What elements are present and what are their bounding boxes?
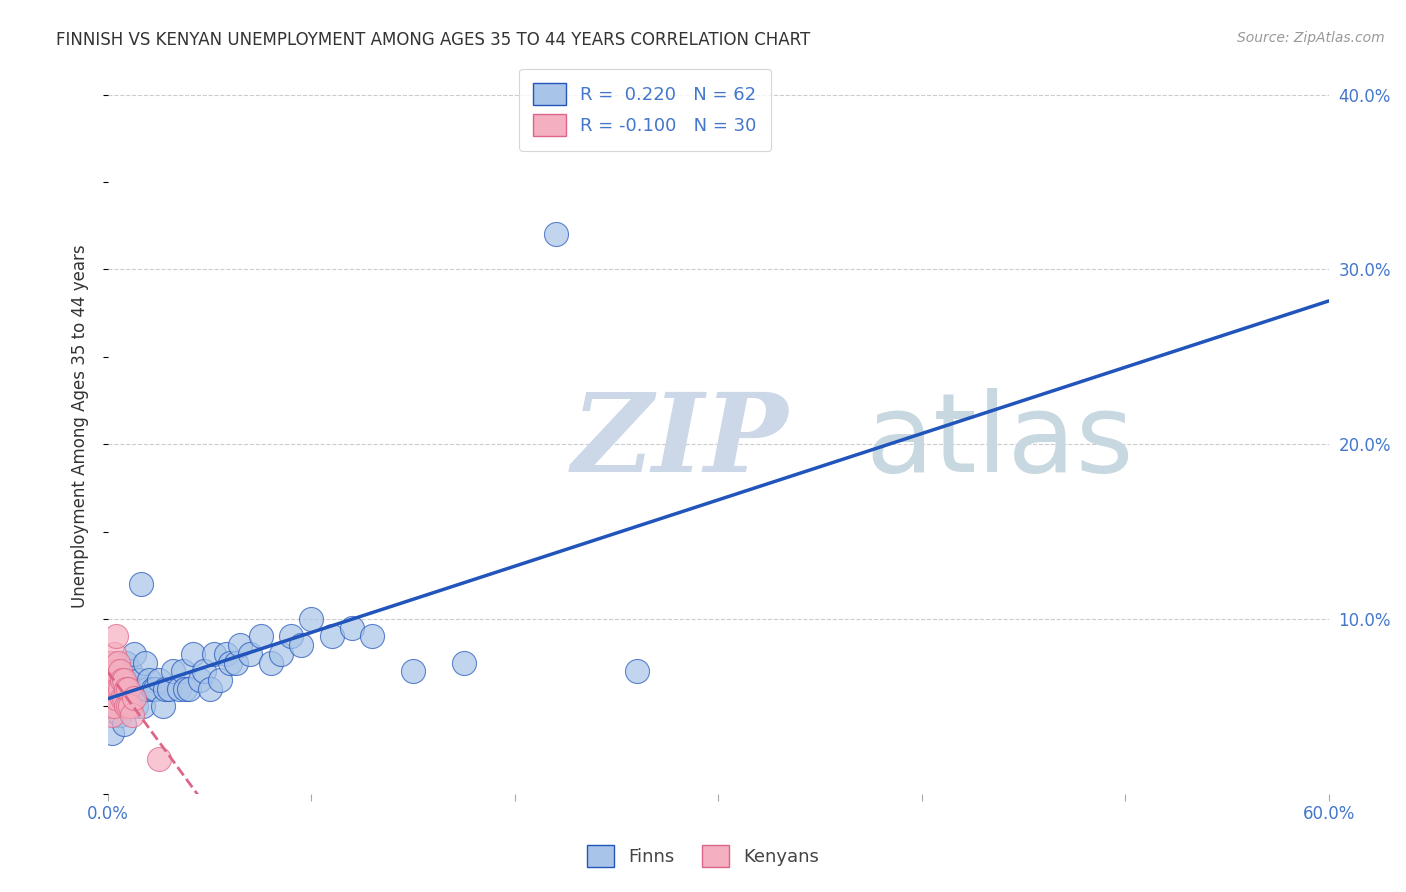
Point [108,665,131,679]
Point [97,665,120,679]
Y-axis label: Unemployment Among Ages 35 to 44 years: Unemployment Among Ages 35 to 44 years [72,244,89,608]
Point [108,708,131,723]
Point [260,656,283,670]
Text: FINNISH VS KENYAN UNEMPLOYMENT AMONG AGES 35 TO 44 YEARS CORRELATION CHART: FINNISH VS KENYAN UNEMPLOYMENT AMONG AGE… [56,31,810,49]
Point [108,681,131,696]
Point [107,665,129,679]
Point [321,629,343,643]
Point [121,708,143,723]
Point [153,681,176,696]
Point [120,699,142,714]
Point [239,647,262,661]
Point [131,699,153,714]
Point [208,673,231,687]
Point [179,681,201,696]
Point [98,699,121,714]
Point [111,673,134,687]
Point [108,681,131,696]
Point [402,665,425,679]
Point [101,681,124,696]
Point [105,690,128,705]
Text: atlas: atlas [865,388,1133,495]
Point [117,699,139,714]
Point [117,699,139,714]
Point [134,656,156,670]
Point [152,699,174,714]
Point [128,673,150,687]
Point [544,227,567,242]
Point [626,665,648,679]
Point [107,656,129,670]
Point [157,681,180,696]
Point [183,647,205,661]
Point [107,690,129,705]
Point [202,647,225,661]
Point [111,699,134,714]
Point [115,681,138,696]
Point [142,681,165,696]
Point [105,673,128,687]
Point [280,629,302,643]
Point [111,690,134,705]
Point [167,681,190,696]
Text: Source: ZipAtlas.com: Source: ZipAtlas.com [1237,31,1385,45]
Point [162,665,184,679]
Point [103,647,125,661]
Point [188,673,211,687]
Point [115,656,138,670]
Point [453,656,475,670]
Point [215,647,238,661]
Point [124,647,146,661]
Legend: R =  0.220   N = 62, R = -0.100   N = 30: R = 0.220 N = 62, R = -0.100 N = 30 [519,69,772,151]
Point [174,681,197,696]
Point [112,716,135,731]
Point [148,752,170,766]
Point [135,681,157,696]
Legend: Finns, Kenyans: Finns, Kenyans [579,838,827,874]
Point [121,681,143,696]
Point [120,665,142,679]
Point [101,708,124,723]
Point [270,647,292,661]
Point [112,690,135,705]
Point [148,673,170,687]
Point [117,673,139,687]
Point [101,656,124,670]
Point [107,681,129,696]
Point [101,725,124,739]
Point [172,665,194,679]
Point [225,656,247,670]
Point [340,621,363,635]
Point [219,656,242,670]
Point [115,699,138,714]
Text: ZIP: ZIP [572,387,789,495]
Point [193,665,215,679]
Point [105,629,128,643]
Point [105,665,128,679]
Point [129,577,152,591]
Point [138,673,160,687]
Point [229,638,252,652]
Point [115,681,138,696]
Point [111,673,134,687]
Point [249,629,271,643]
Point [143,681,166,696]
Point [103,673,125,687]
Point [125,699,148,714]
Point [124,690,146,705]
Point [98,681,121,696]
Point [97,681,120,696]
Point [361,629,384,643]
Point [103,699,125,714]
Point [112,690,135,705]
Point [301,612,323,626]
Point [112,673,135,687]
Point [290,638,312,652]
Point [103,699,125,714]
Point [124,690,146,705]
Point [117,681,139,696]
Point [98,656,121,670]
Point [198,681,221,696]
Point [103,681,125,696]
